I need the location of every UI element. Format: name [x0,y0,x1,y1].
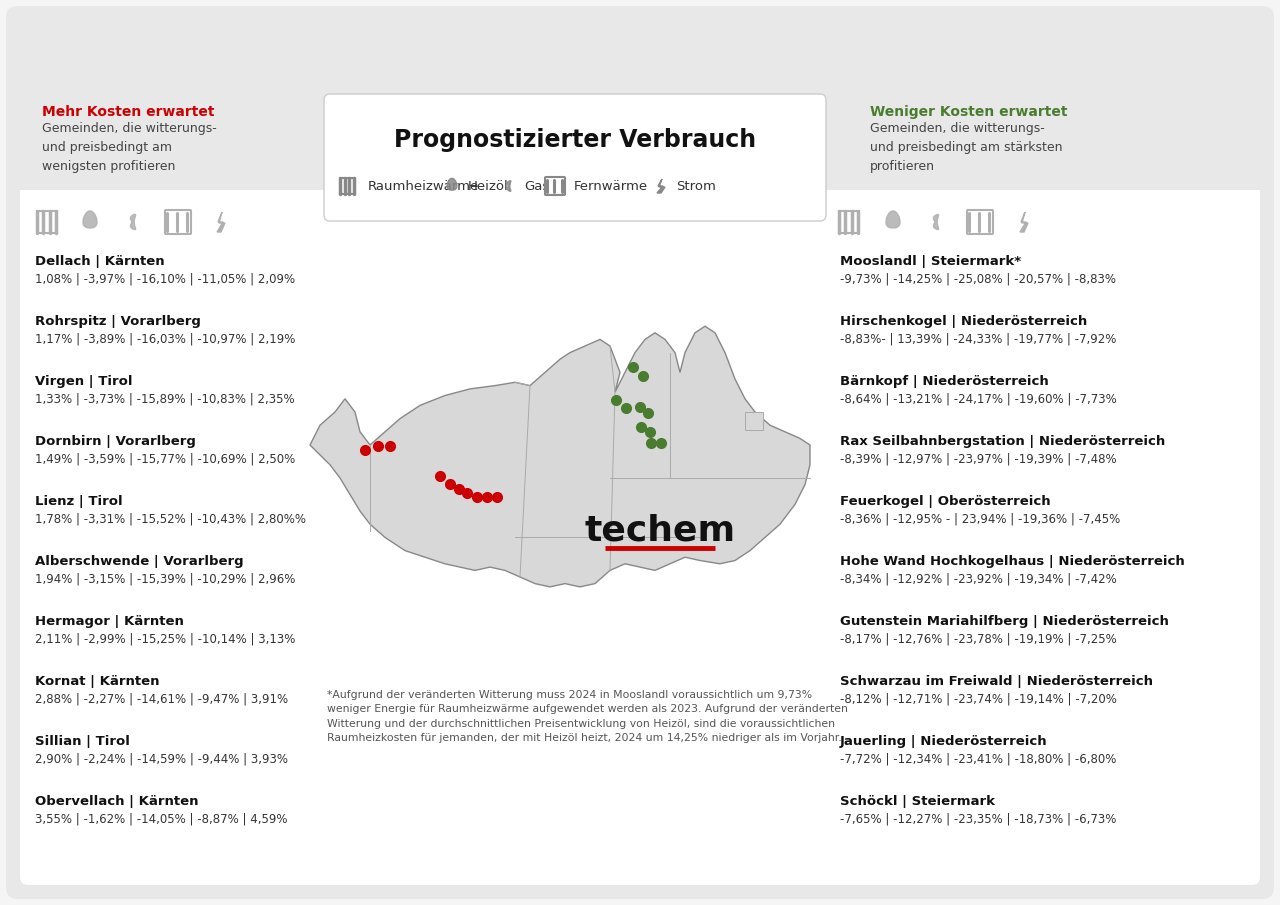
Text: -8,83%- | 13,39% | -24,33% | -19,77% | -7,92%: -8,83%- | 13,39% | -24,33% | -19,77% | -… [840,332,1116,345]
FancyBboxPatch shape [20,20,1260,885]
Text: Prognostizierter Verbrauch: Prognostizierter Verbrauch [394,128,756,152]
Text: -8,39% | -12,97% | -23,97% | -19,39% | -7,48%: -8,39% | -12,97% | -23,97% | -19,39% | -… [840,452,1116,465]
Text: -8,36% | -12,95% - | 23,94% | -19,36% | -7,45%: -8,36% | -12,95% - | 23,94% | -19,36% | … [840,512,1120,525]
Polygon shape [933,214,938,230]
Polygon shape [886,211,900,228]
Text: Weniger Kosten erwartet: Weniger Kosten erwartet [870,105,1068,119]
Text: techem: techem [585,513,736,547]
Text: Jauerling | Niederösterreich: Jauerling | Niederösterreich [840,735,1047,748]
Text: 1,08% | -3,97% | -16,10% | -11,05% | 2,09%: 1,08% | -3,97% | -16,10% | -11,05% | 2,0… [35,272,296,285]
Text: Rax Seilbahnbergstation | Niederösterreich: Rax Seilbahnbergstation | Niederösterrei… [840,435,1165,448]
Text: *Aufgrund der veränderten Witterung muss 2024 in Mooslandl voraussichtlich um 9,: *Aufgrund der veränderten Witterung muss… [326,690,847,743]
Text: Gutenstein Mariahilfberg | Niederösterreich: Gutenstein Mariahilfberg | Niederösterre… [840,615,1169,628]
Polygon shape [131,214,136,230]
Text: 1,94% | -3,15% | -15,39% | -10,29% | 2,96%: 1,94% | -3,15% | -15,39% | -10,29% | 2,9… [35,572,296,585]
Text: Kornat | Kärnten: Kornat | Kärnten [35,675,160,688]
Text: Obervellach | Kärnten: Obervellach | Kärnten [35,795,198,808]
Text: Schöckl | Steiermark: Schöckl | Steiermark [840,795,995,808]
Text: 1,33% | -3,73% | -15,89% | -10,83% | 2,35%: 1,33% | -3,73% | -15,89% | -10,83% | 2,3… [35,392,294,405]
Text: -8,12% | -12,71% | -23,74% | -19,14% | -7,20%: -8,12% | -12,71% | -23,74% | -19,14% | -… [840,692,1117,705]
Text: -7,65% | -12,27% | -23,35% | -18,73% | -6,73%: -7,65% | -12,27% | -23,35% | -18,73% | -… [840,812,1116,825]
Polygon shape [1020,212,1028,232]
Text: -7,72% | -12,34% | -23,41% | -18,80% | -6,80%: -7,72% | -12,34% | -23,41% | -18,80% | -… [840,752,1116,765]
Text: Raumheizwärme: Raumheizwärme [369,179,479,193]
FancyBboxPatch shape [6,6,1274,899]
Text: Gemeinden, die witterungs-
und preisbedingt am
wenigsten profitieren: Gemeinden, die witterungs- und preisbedi… [42,122,216,173]
Polygon shape [218,212,225,232]
Text: 1,78% | -3,31% | -15,52% | -10,43% | 2,80%%: 1,78% | -3,31% | -15,52% | -10,43% | 2,8… [35,512,306,525]
Text: -8,17% | -12,76% | -23,78% | -19,19% | -7,25%: -8,17% | -12,76% | -23,78% | -19,19% | -… [840,632,1116,645]
Text: 1,17% | -3,89% | -16,03% | -10,97% | 2,19%: 1,17% | -3,89% | -16,03% | -10,97% | 2,1… [35,332,296,345]
Text: Mooslandl | Steiermark*: Mooslandl | Steiermark* [840,255,1021,268]
Polygon shape [657,179,666,193]
Text: Lienz | Tirol: Lienz | Tirol [35,495,123,508]
Text: Schwarzau im Freiwald | Niederösterreich: Schwarzau im Freiwald | Niederösterreich [840,675,1153,688]
Text: Hermagor | Kärnten: Hermagor | Kärnten [35,615,184,628]
Text: Gas: Gas [524,179,549,193]
Text: Fernwärme: Fernwärme [573,179,648,193]
Text: Hohe Wand Hochkogelhaus | Niederösterreich: Hohe Wand Hochkogelhaus | Niederösterrei… [840,555,1185,568]
Polygon shape [83,211,97,228]
Text: -8,34% | -12,92% | -23,92% | -19,34% | -7,42%: -8,34% | -12,92% | -23,92% | -19,34% | -… [840,572,1116,585]
Text: Feuerkogel | Oberösterreich: Feuerkogel | Oberösterreich [840,495,1051,508]
Text: -8,64% | -13,21% | -24,17% | -19,60% | -7,73%: -8,64% | -13,21% | -24,17% | -19,60% | -… [840,392,1116,405]
Text: 2,11% | -2,99% | -15,25% | -10,14% | 3,13%: 2,11% | -2,99% | -15,25% | -10,14% | 3,1… [35,632,296,645]
FancyBboxPatch shape [6,6,1274,190]
Text: Mehr Kosten erwartet: Mehr Kosten erwartet [42,105,215,119]
FancyBboxPatch shape [324,94,826,221]
FancyBboxPatch shape [745,412,763,430]
Text: Sillian | Tirol: Sillian | Tirol [35,735,129,748]
Text: Dellach | Kärnten: Dellach | Kärnten [35,255,165,268]
Text: Hirschenkogel | Niederösterreich: Hirschenkogel | Niederösterreich [840,315,1087,328]
Text: Strom: Strom [676,179,716,193]
Text: Dornbirn | Vorarlberg: Dornbirn | Vorarlberg [35,435,196,448]
Text: -9,73% | -14,25% | -25,08% | -20,57% | -8,83%: -9,73% | -14,25% | -25,08% | -20,57% | -… [840,272,1116,285]
Text: 3,55% | -1,62% | -14,05% | -8,87% | 4,59%: 3,55% | -1,62% | -14,05% | -8,87% | 4,59… [35,812,288,825]
Polygon shape [447,178,457,190]
Polygon shape [310,326,810,587]
Text: 2,88% | -2,27% | -14,61% | -9,47% | 3,91%: 2,88% | -2,27% | -14,61% | -9,47% | 3,91… [35,692,288,705]
Text: 2,90% | -2,24% | -14,59% | -9,44% | 3,93%: 2,90% | -2,24% | -14,59% | -9,44% | 3,93… [35,752,288,765]
Text: Heizöl: Heizöl [468,179,508,193]
Text: Gemeinden, die witterungs-
und preisbedingt am stärksten
profitieren: Gemeinden, die witterungs- und preisbedi… [870,122,1062,173]
Text: Bärnkopf | Niederösterreich: Bärnkopf | Niederösterreich [840,375,1048,388]
Text: Rohrspitz | Vorarlberg: Rohrspitz | Vorarlberg [35,315,201,328]
Text: Virgen | Tirol: Virgen | Tirol [35,375,133,388]
Polygon shape [507,181,511,191]
Text: 1,49% | -3,59% | -15,77% | -10,69% | 2,50%: 1,49% | -3,59% | -15,77% | -10,69% | 2,5… [35,452,296,465]
Text: Alberschwende | Vorarlberg: Alberschwende | Vorarlberg [35,555,243,568]
